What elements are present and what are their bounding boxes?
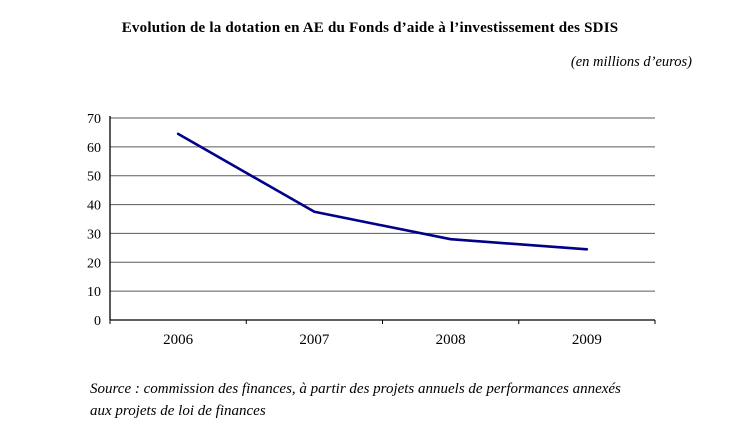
chart-title: Evolution de la dotation en AE du Fonds … bbox=[121, 20, 619, 36]
source-line-1: Source : commission des finances, à part… bbox=[90, 381, 621, 397]
x-tick-label: 2009 bbox=[572, 332, 602, 348]
data-line bbox=[176, 132, 589, 251]
y-tick-label: 70 bbox=[87, 112, 101, 127]
line-chart: 0 10 20 30 40 50 60 70 2006 2007 2008 2009 bbox=[87, 112, 656, 348]
source-note: Source : commission des finances, à part… bbox=[90, 378, 720, 422]
y-tick-label: 10 bbox=[87, 285, 101, 300]
x-tick-label: 2007 bbox=[299, 332, 330, 348]
chart-subtitle: (en millions d’euros) bbox=[570, 54, 692, 70]
y-tick-label: 30 bbox=[87, 227, 101, 242]
y-tick-label: 60 bbox=[87, 141, 101, 156]
y-tick-label: 40 bbox=[87, 199, 101, 214]
y-tick-label: 20 bbox=[87, 256, 101, 271]
y-tick-label: 0 bbox=[94, 314, 101, 329]
x-tick-label: 2008 bbox=[436, 332, 466, 348]
x-tick-label: 2006 bbox=[163, 332, 194, 348]
y-tick-label: 50 bbox=[87, 170, 101, 185]
source-line-2: aux projets de loi de finances bbox=[90, 403, 266, 419]
